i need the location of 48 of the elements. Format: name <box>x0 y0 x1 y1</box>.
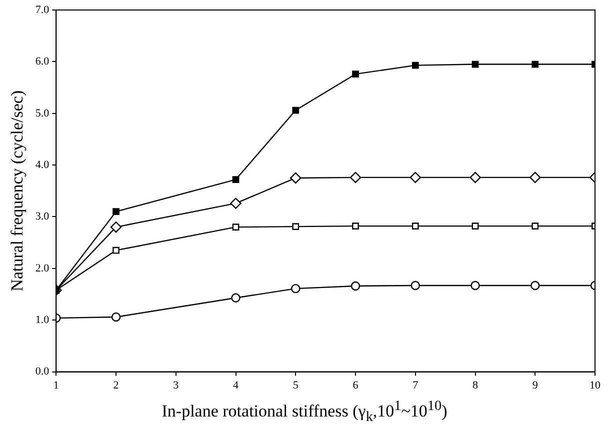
point <box>470 280 480 290</box>
y-tick-label: 7.0 <box>35 4 50 16</box>
point <box>410 280 420 290</box>
point <box>111 312 121 322</box>
y-tick-label: 6.0 <box>35 56 50 68</box>
point <box>112 208 120 216</box>
point <box>472 222 479 230</box>
y-tick-label: 4.0 <box>35 158 50 171</box>
point <box>350 172 362 184</box>
point <box>290 172 302 184</box>
point <box>410 172 421 184</box>
point <box>292 106 300 114</box>
point <box>532 222 539 230</box>
x-tick-label: 1 <box>53 379 59 392</box>
y-tick-label: 2.0 <box>35 262 50 274</box>
x-tick-label: 5 <box>292 379 299 392</box>
x-tick-label: 2 <box>113 379 119 392</box>
point <box>291 284 300 294</box>
y-axis-title: Natural frequency (cycle/sec) <box>8 90 27 292</box>
point <box>472 60 479 68</box>
y-tick-label: 0.0 <box>35 366 50 378</box>
point <box>350 281 360 291</box>
x-tick-label: 3 <box>173 379 180 392</box>
x-tick-label: 4 <box>233 379 240 392</box>
point <box>530 172 541 184</box>
point <box>231 293 240 302</box>
point <box>112 246 120 254</box>
point <box>292 223 300 230</box>
point <box>532 60 539 68</box>
point <box>110 221 122 233</box>
x-tick-label: 8 <box>472 379 479 392</box>
y-tick-label: 3.0 <box>35 210 50 223</box>
x-tick-label: 6 <box>352 379 359 392</box>
point <box>232 224 240 231</box>
x-tick-label: 10 <box>590 379 601 392</box>
y-tick-label: 1.0 <box>35 314 50 326</box>
point <box>412 62 419 69</box>
point <box>352 222 359 230</box>
point <box>230 198 242 209</box>
point <box>470 172 481 184</box>
point <box>412 222 419 230</box>
point <box>352 70 359 78</box>
point <box>232 176 240 183</box>
point <box>530 280 540 290</box>
y-tick-label: 5.0 <box>35 107 50 120</box>
x-axis-title: In-plane rotational stiffness (γ$_{k}$,10$^{1}$~10$^{10}$) <box>160 398 448 426</box>
x-tick-label: 7 <box>412 379 419 392</box>
x-tick-label: 9 <box>532 379 538 392</box>
